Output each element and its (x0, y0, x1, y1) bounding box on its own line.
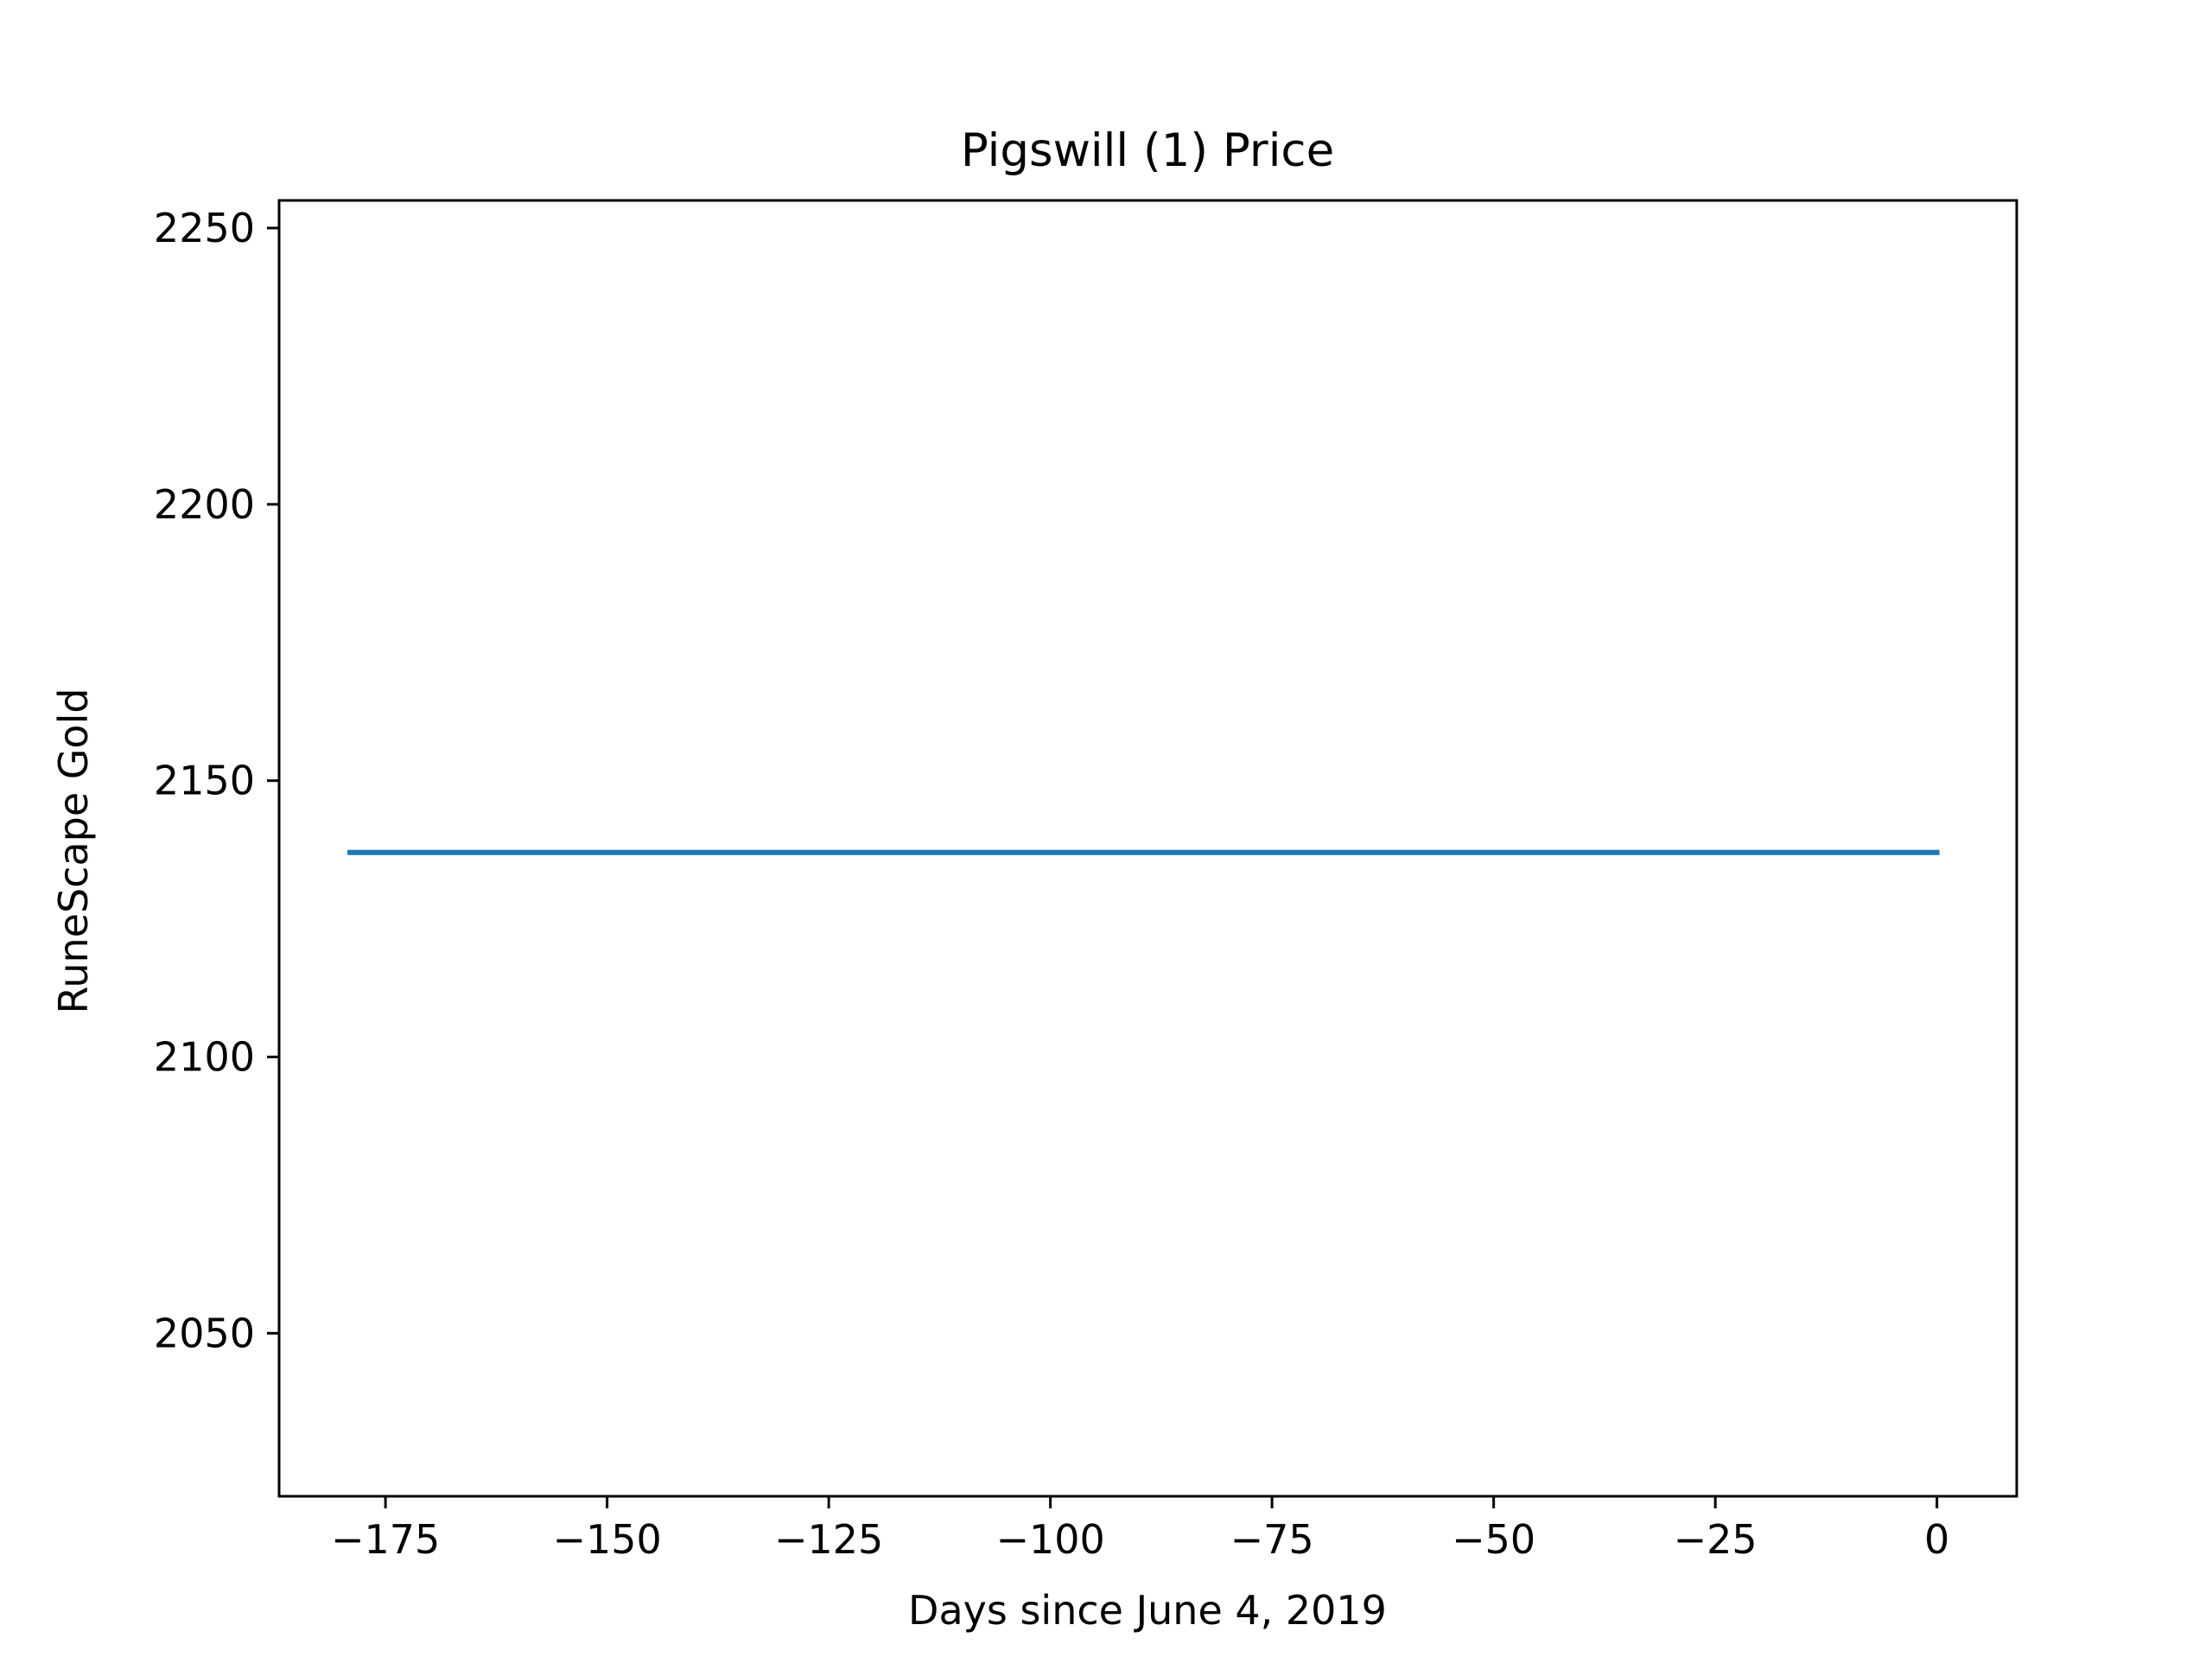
x-tick-label: −75 (1230, 1516, 1314, 1563)
y-tick-label: 2050 (154, 1310, 255, 1356)
y-tick-label: 2150 (154, 758, 255, 804)
plot-frame (277, 199, 2018, 1498)
x-tick-label: −125 (774, 1516, 883, 1563)
x-axis-label: Days since June 4, 2019 (908, 1587, 1387, 1634)
x-tick-label: −100 (995, 1516, 1104, 1563)
y-tick-label: 2100 (154, 1033, 255, 1080)
y-tick-label: 2250 (154, 205, 255, 251)
x-tick-label: −150 (552, 1516, 661, 1563)
x-tick-label: −175 (331, 1516, 440, 1563)
x-tick-label: −50 (1452, 1516, 1535, 1563)
y-axis-label: RuneScape Gold (50, 688, 97, 1013)
y-tick-label: 2200 (154, 481, 255, 528)
x-tick-label: 0 (1924, 1516, 1949, 1563)
chart-title: Pigswill (1) Price (961, 124, 1334, 177)
x-tick-label: −25 (1674, 1516, 1758, 1563)
axis-ticks: −175 −150 −125 −100 −75 −50 −25 0 2050 2100 2150 22… (154, 205, 1949, 1563)
